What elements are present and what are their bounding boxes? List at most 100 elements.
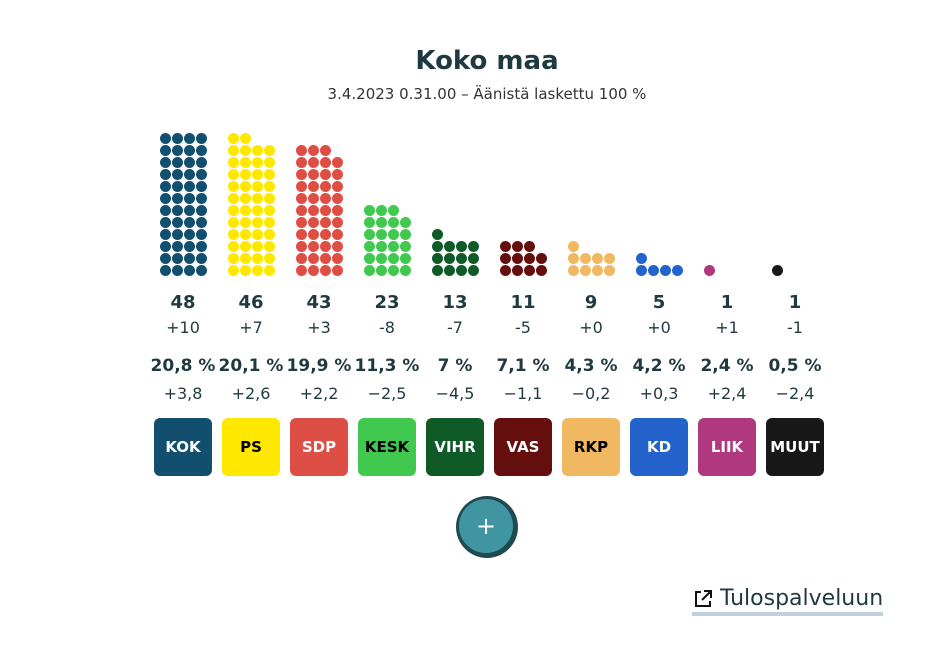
seat-dot	[264, 157, 275, 168]
party-column-liik: 1 +1 2,4 % +2,4 LIIK	[693, 120, 761, 476]
seat-dots	[770, 120, 820, 280]
party-badge[interactable]: MUUT	[766, 418, 824, 476]
seat-dot	[296, 157, 307, 168]
seat-dot	[332, 253, 343, 264]
seat-dot	[648, 265, 659, 276]
party-column-rkp: 9 +0 4,3 % −0,2 RKP	[557, 120, 625, 476]
seat-dot	[228, 169, 239, 180]
seat-dot	[364, 217, 375, 228]
seat-dot	[172, 265, 183, 276]
seat-dot	[296, 181, 307, 192]
party-column-ps: 46 +7 20,1 % +2,6 PS	[217, 120, 285, 476]
seat-dot	[320, 229, 331, 240]
seat-dot	[228, 193, 239, 204]
seat-dot	[172, 217, 183, 228]
seat-dot	[264, 217, 275, 228]
seat-dot	[568, 265, 579, 276]
seat-dot	[364, 241, 375, 252]
party-badge[interactable]: LIIK	[698, 418, 756, 476]
vote-percent-change: +2,2	[299, 384, 339, 403]
vote-percent-change: +0,3	[639, 384, 679, 403]
seat-dot	[456, 253, 467, 264]
seat-dot	[160, 241, 171, 252]
seat-dot	[160, 229, 171, 240]
party-badge[interactable]: PS	[222, 418, 280, 476]
seat-dot	[512, 265, 523, 276]
seat-dot	[432, 265, 443, 276]
seat-dot	[400, 253, 411, 264]
party-results: 48 +10 20,8 % +3,8 KOK 46 +7 20,1 % +2,6 PS 43 +3 19…	[149, 120, 829, 476]
seat-dot	[240, 253, 251, 264]
seat-dot	[184, 145, 195, 156]
seat-dots	[158, 120, 208, 280]
seat-dot	[172, 253, 183, 264]
seat-dot	[172, 181, 183, 192]
seat-dot	[296, 145, 307, 156]
seat-dot	[160, 181, 171, 192]
seat-dot	[468, 241, 479, 252]
seat-dot	[604, 253, 615, 264]
party-badge[interactable]: SDP	[290, 418, 348, 476]
party-badge[interactable]: VIHR	[426, 418, 484, 476]
seat-dot	[184, 193, 195, 204]
seat-dot	[264, 193, 275, 204]
seat-dot	[376, 265, 387, 276]
seat-dot	[388, 217, 399, 228]
seat-dot	[172, 241, 183, 252]
seat-dot	[240, 169, 251, 180]
seat-dot	[388, 241, 399, 252]
party-badge[interactable]: KESK	[358, 418, 416, 476]
party-badge[interactable]: RKP	[562, 418, 620, 476]
seat-dot	[320, 145, 331, 156]
seat-count: 23	[374, 292, 400, 313]
seat-dot	[376, 241, 387, 252]
seat-dot	[240, 217, 251, 228]
seat-change: +0	[647, 318, 671, 337]
seat-dot	[196, 181, 207, 192]
seat-count: 5	[652, 292, 666, 313]
seat-dot	[196, 157, 207, 168]
seat-change: +10	[166, 318, 200, 337]
seat-dot	[228, 265, 239, 276]
seat-dot	[196, 229, 207, 240]
seat-dot	[172, 169, 183, 180]
seat-dot	[660, 265, 671, 276]
seat-dot	[264, 253, 275, 264]
seat-dot	[604, 265, 615, 276]
seat-dot	[332, 193, 343, 204]
expand-button[interactable]: +	[456, 496, 518, 558]
vote-percent-change: −4,5	[435, 384, 475, 403]
party-badge[interactable]: KD	[630, 418, 688, 476]
vote-percent: 4,3 %	[564, 356, 618, 376]
seat-change: +3	[307, 318, 331, 337]
party-badge[interactable]: KOK	[154, 418, 212, 476]
seat-dot	[672, 265, 683, 276]
seat-dot	[228, 241, 239, 252]
party-badge[interactable]: VAS	[494, 418, 552, 476]
seat-dots	[362, 120, 412, 280]
seat-dot	[364, 253, 375, 264]
seat-dot	[252, 265, 263, 276]
party-column-kesk: 23 -8 11,3 % −2,5 KESK	[353, 120, 421, 476]
seat-count: 1	[788, 292, 802, 313]
seat-dot	[184, 205, 195, 216]
seat-dot	[320, 217, 331, 228]
vote-percent: 19,9 %	[286, 356, 352, 376]
seat-dot	[264, 181, 275, 192]
seat-dot	[308, 265, 319, 276]
seat-dot	[240, 265, 251, 276]
seat-dot	[432, 241, 443, 252]
seat-dot	[240, 193, 251, 204]
seat-change: -8	[379, 318, 395, 337]
seat-dot	[196, 265, 207, 276]
seat-dot	[228, 181, 239, 192]
vote-percent: 20,8 %	[150, 356, 216, 376]
seat-dot	[184, 157, 195, 168]
seat-dots	[634, 120, 684, 280]
seat-dot	[160, 157, 171, 168]
seat-dots	[566, 120, 616, 280]
results-service-link[interactable]: Tulospalveluun	[692, 586, 884, 616]
seat-dot	[468, 253, 479, 264]
seat-dot	[240, 229, 251, 240]
seat-dot	[512, 241, 523, 252]
